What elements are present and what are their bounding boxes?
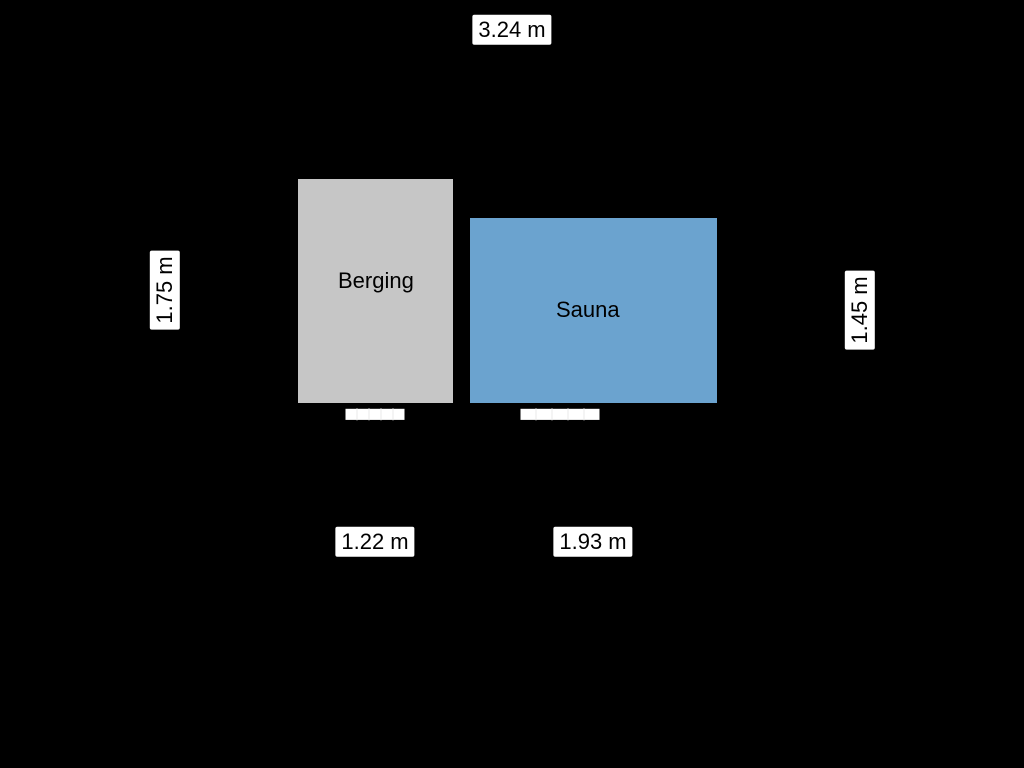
dimension-right-height: 1.45 m xyxy=(845,270,875,349)
door-sauna xyxy=(510,405,610,427)
door-berging xyxy=(335,405,415,427)
floorplan-stage: Berging Sauna 3.24 m 1.75 m 1.45 m 1.22 … xyxy=(0,0,1024,768)
dimension-bottom-right: 1.93 m xyxy=(553,527,632,557)
dimension-left-height: 1.75 m xyxy=(150,250,180,329)
dimension-bottom-left: 1.22 m xyxy=(335,527,414,557)
dimension-top-total: 3.24 m xyxy=(472,15,551,45)
room-berging-label: Berging xyxy=(338,268,414,294)
room-sauna-label: Sauna xyxy=(556,297,620,323)
